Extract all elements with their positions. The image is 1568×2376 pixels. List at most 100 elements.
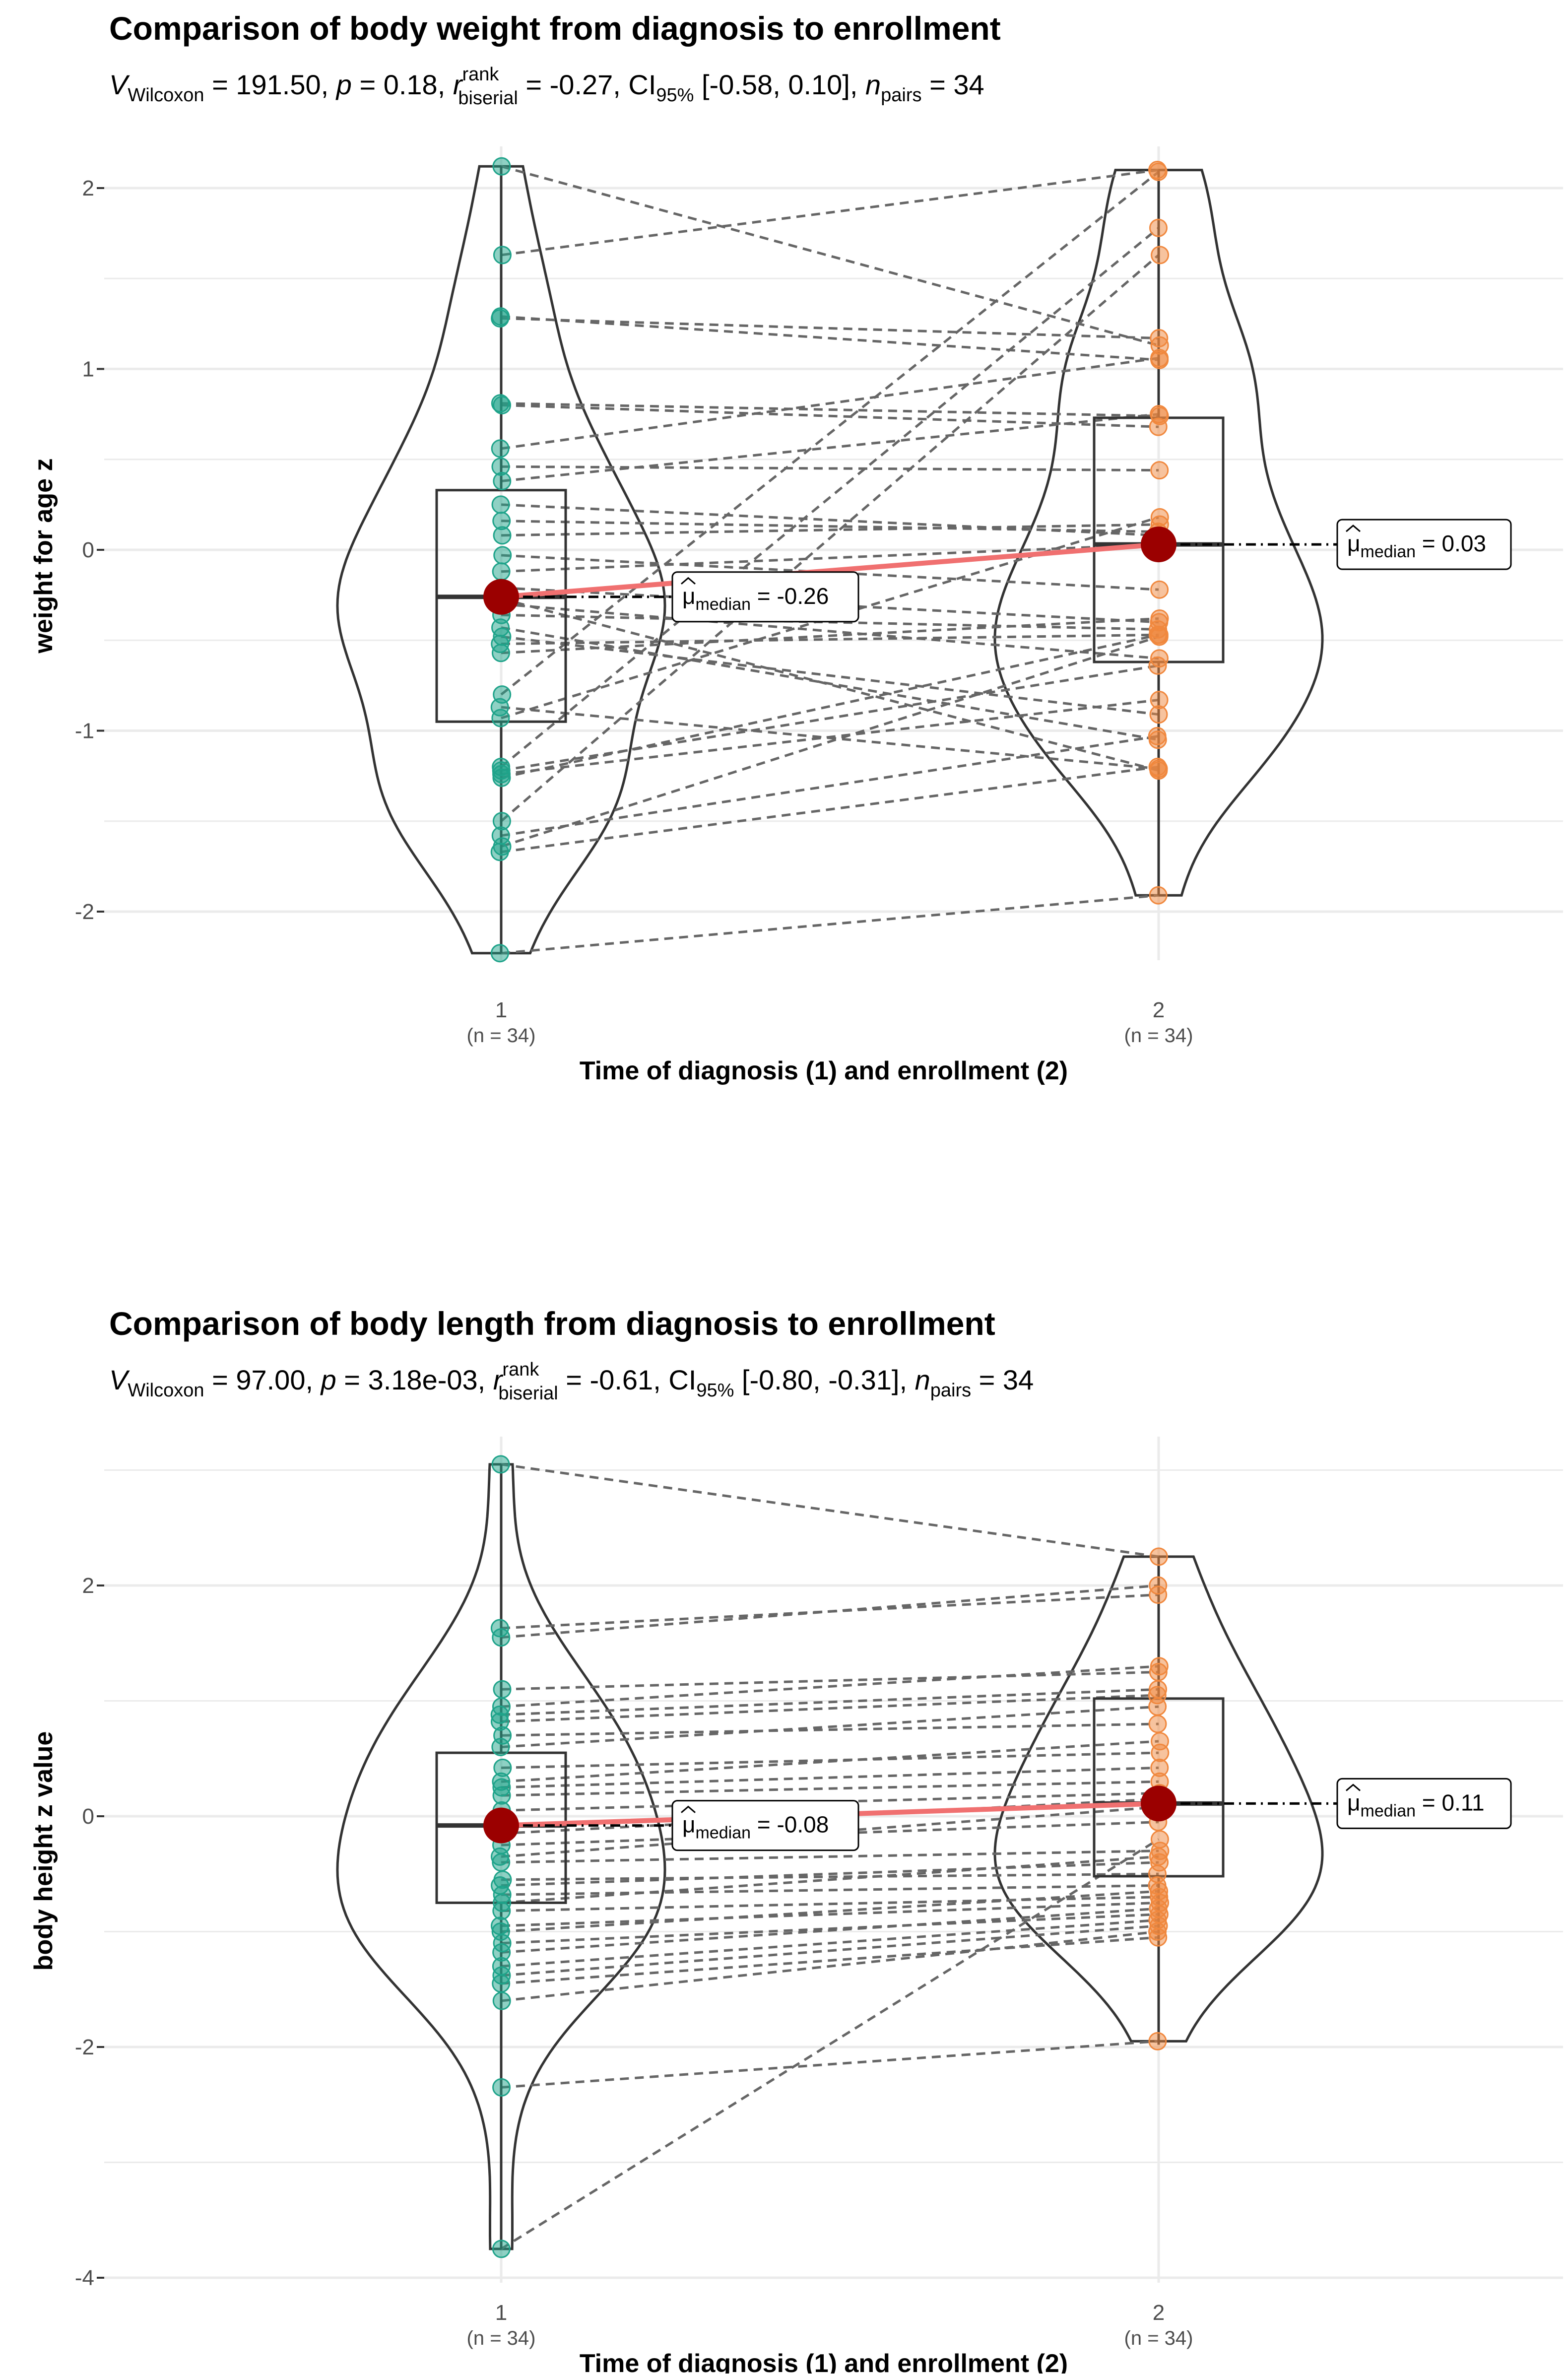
data-point-2: [1151, 406, 1168, 423]
data-point-1: [494, 1681, 511, 1698]
x-tick-n-label: (n = 34): [1124, 2327, 1193, 2349]
paired-line: [501, 1851, 1159, 1862]
paired-line: [501, 1897, 1159, 1911]
x-tick-label: 1: [495, 998, 507, 1022]
paired-line: [501, 1782, 1159, 1795]
data-point-2: [1150, 1548, 1167, 1565]
subtitle-r-value: = -0.27,: [518, 69, 629, 100]
paired-line: [501, 637, 1159, 847]
paired-line: [501, 317, 1159, 360]
data-point-2: [1150, 219, 1167, 236]
data-point-2: [1150, 1848, 1167, 1865]
subtitle-v-label: V: [109, 69, 130, 100]
data-point-1: [494, 472, 511, 489]
paired-line: [501, 635, 1159, 778]
x-tick-label: 1: [495, 2301, 507, 2325]
median-label-sub: median: [696, 1824, 751, 1843]
paired-line: [501, 466, 1159, 470]
y-tick-label: 1: [82, 357, 94, 382]
subtitle-v-value: = 191.50,: [204, 69, 336, 100]
data-point-1: [492, 1923, 509, 1940]
data-point-2: [1151, 1733, 1168, 1750]
y-tick-label: -2: [75, 2035, 94, 2059]
y-tick-label: -2: [75, 900, 94, 924]
data-point-1: [493, 1975, 510, 1992]
data-point-2: [1151, 509, 1168, 526]
subtitle-p-label: p: [320, 1364, 336, 1395]
data-point-1: [492, 496, 509, 513]
data-point-2: [1151, 1759, 1168, 1776]
median-point-1: [483, 579, 519, 615]
data-point-2: [1149, 1923, 1166, 1940]
median-label-value: = -0.08: [751, 1812, 829, 1838]
subtitle-ci-label: CI: [628, 69, 656, 100]
paired-line: [501, 700, 1159, 774]
paired-line: [501, 1891, 1159, 1931]
x-tick-label: 2: [1153, 2301, 1165, 2325]
subtitle-v-value: = 97.00,: [204, 1364, 321, 1395]
data-point-2: [1149, 1698, 1166, 1715]
paired-line: [501, 228, 1159, 767]
median-point-1: [483, 1808, 519, 1844]
data-point-2: [1149, 657, 1166, 674]
paired-line: [501, 637, 1159, 715]
data-point-2: [1151, 462, 1168, 479]
chart-subtitle: VWilcoxon = 191.50, p = 0.18, rrank biser…: [109, 64, 984, 109]
paired-line: [501, 170, 1159, 255]
data-point-1: [492, 1456, 509, 1473]
subtitle-p-value: = 3.18e-03,: [336, 1364, 493, 1395]
subtitle-v-label: V: [109, 1364, 130, 1395]
chart-panel-1: Comparison of body weight from diagnosis…: [29, 10, 1563, 1085]
paired-line: [501, 628, 1159, 740]
y-axis-label: weight for age z: [29, 459, 58, 654]
data-point-1: [493, 1903, 510, 1919]
subtitle-p-value: = 0.18,: [352, 69, 453, 100]
chart-panel-2: Comparison of body length from diagnosis…: [29, 1305, 1563, 2374]
y-tick-label: -1: [75, 719, 94, 743]
paired-line: [501, 1914, 1159, 1943]
data-point-1: [493, 158, 510, 175]
y-tick-label: 2: [82, 1574, 94, 1598]
y-axis-label: body height z value: [29, 1731, 58, 1971]
subtitle-ci-value: [-0.80, -0.31],: [734, 1364, 915, 1395]
subtitle-v-sub: Wilcoxon: [128, 85, 204, 106]
paired-line: [501, 405, 1159, 427]
subtitle-n-label: n: [915, 1364, 930, 1395]
subtitle-r-sup: rank: [502, 1359, 539, 1380]
data-point-1: [494, 547, 511, 564]
subtitle-p-label: p: [335, 69, 352, 100]
subtitle-r-sup: rank: [462, 64, 499, 85]
data-point-2: [1152, 247, 1169, 264]
median-label-sub: median: [696, 595, 751, 614]
data-point-2: [1151, 1883, 1168, 1900]
data-point-2: [1149, 727, 1166, 744]
median-point-2: [1141, 527, 1176, 562]
x-tick-n-label: (n = 34): [467, 1025, 536, 1047]
data-point-1: [494, 247, 511, 264]
data-point-1: [493, 769, 510, 786]
x-tick-label: 2: [1153, 998, 1165, 1022]
x-axis-label: Time of diagnosis (1) and enrollment (2): [580, 2349, 1068, 2374]
paired-line: [501, 1464, 1159, 1557]
x-tick-n-label: (n = 34): [467, 2327, 536, 2349]
subtitle-r-value: = -0.61,: [558, 1364, 669, 1395]
data-point-2: [1151, 1658, 1168, 1675]
median-label-mu: μ: [682, 583, 696, 609]
chart-subtitle: VWilcoxon = 97.00, p = 3.18e-03, rrank bi…: [109, 1359, 1034, 1404]
subtitle-ci-value: [-0.58, 0.10],: [694, 69, 865, 100]
subtitle-n-label: n: [865, 69, 881, 100]
data-point-1: [493, 2241, 510, 2257]
subtitle-ci-sub: 95%: [696, 1380, 734, 1401]
data-point-2: [1151, 350, 1168, 367]
paired-line: [501, 1741, 1159, 1782]
subtitle-n-value: = 34: [922, 69, 984, 100]
paired-line: [501, 1856, 1159, 1903]
x-axis-label: Time of diagnosis (1) and enrollment (2): [580, 1056, 1068, 1085]
data-point-2: [1149, 758, 1166, 775]
y-tick-label: -4: [75, 2266, 94, 2290]
paired-line: [501, 895, 1159, 953]
data-point-1: [491, 1848, 508, 1865]
figure-svg: Comparison of body weight from diagnosis…: [0, 0, 1568, 2374]
data-point-1: [492, 645, 509, 661]
data-point-1: [493, 1992, 510, 2009]
